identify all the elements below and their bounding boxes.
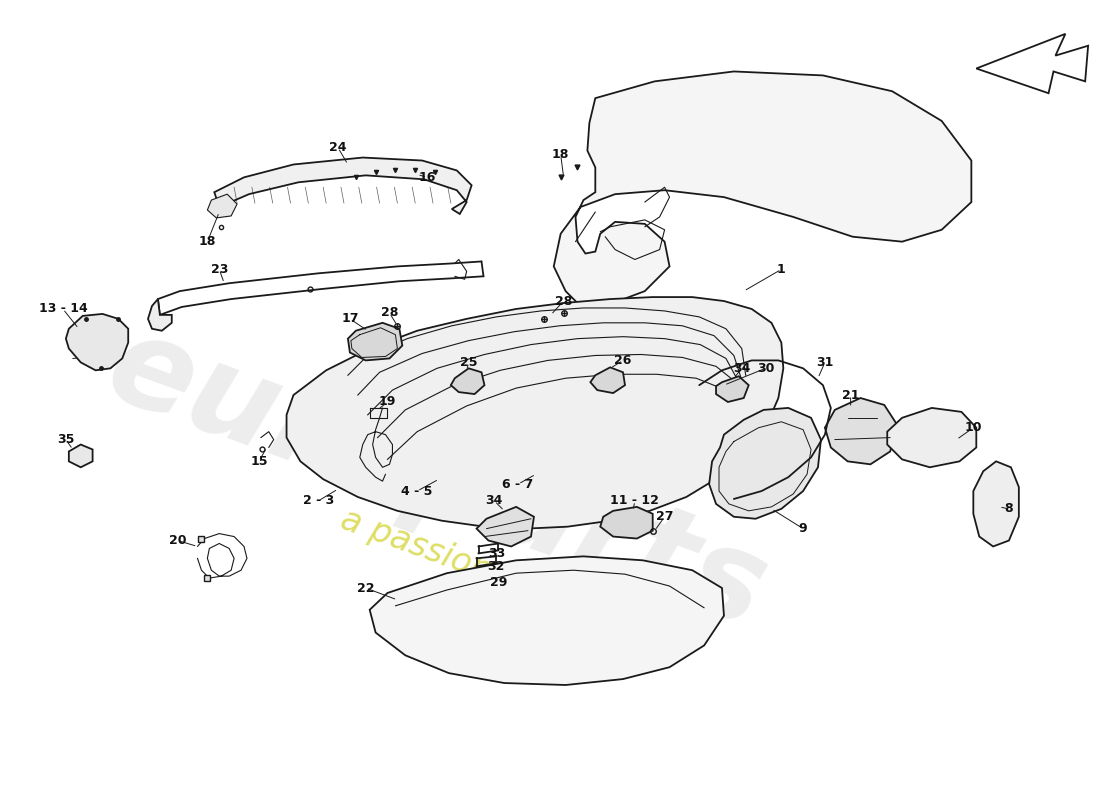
Polygon shape <box>451 368 484 394</box>
Text: 8: 8 <box>1004 502 1013 515</box>
Text: 4 - 5: 4 - 5 <box>402 485 433 498</box>
Polygon shape <box>348 323 403 361</box>
Polygon shape <box>214 158 472 214</box>
Text: 1: 1 <box>777 263 785 276</box>
Polygon shape <box>601 507 652 538</box>
Polygon shape <box>208 194 238 218</box>
Text: 26: 26 <box>614 354 631 367</box>
Text: 13 - 14: 13 - 14 <box>39 302 87 315</box>
Text: 6 - 7: 6 - 7 <box>503 478 534 490</box>
Text: 16: 16 <box>418 171 436 184</box>
Polygon shape <box>476 507 534 546</box>
Text: 23: 23 <box>210 263 228 276</box>
Text: 33: 33 <box>487 547 505 560</box>
Polygon shape <box>69 445 92 467</box>
Text: 28: 28 <box>556 294 572 307</box>
Text: 19: 19 <box>378 395 396 409</box>
Text: 18: 18 <box>552 148 570 161</box>
Polygon shape <box>716 376 749 402</box>
Polygon shape <box>148 299 172 330</box>
Text: europarts: europarts <box>91 304 782 654</box>
Text: 20: 20 <box>169 534 186 547</box>
Polygon shape <box>553 71 971 306</box>
Text: 15: 15 <box>250 455 267 468</box>
Text: 34: 34 <box>733 362 750 375</box>
Text: 28: 28 <box>381 306 398 319</box>
Text: 22: 22 <box>358 582 374 594</box>
Text: 2 - 3: 2 - 3 <box>302 494 333 507</box>
Text: a passion since 1985: a passion since 1985 <box>336 502 676 654</box>
Text: 29: 29 <box>490 575 507 589</box>
Text: 32: 32 <box>487 560 505 573</box>
Text: 11 - 12: 11 - 12 <box>610 494 659 507</box>
Text: 9: 9 <box>799 522 807 535</box>
Polygon shape <box>591 367 625 393</box>
Text: 21: 21 <box>842 389 859 402</box>
Polygon shape <box>974 462 1019 546</box>
Text: 24: 24 <box>329 141 346 154</box>
Text: 17: 17 <box>341 312 359 326</box>
Polygon shape <box>287 297 783 529</box>
Polygon shape <box>888 408 977 467</box>
Text: 35: 35 <box>57 433 75 446</box>
Text: 18: 18 <box>199 235 216 248</box>
Text: 31: 31 <box>816 356 834 369</box>
Text: 25: 25 <box>460 356 477 369</box>
Polygon shape <box>710 408 821 518</box>
Text: 27: 27 <box>656 510 673 523</box>
Polygon shape <box>66 314 129 370</box>
Polygon shape <box>977 34 1088 94</box>
Text: 30: 30 <box>757 362 774 375</box>
Polygon shape <box>825 398 898 464</box>
Text: 10: 10 <box>965 422 982 434</box>
Polygon shape <box>370 556 724 685</box>
Text: 34: 34 <box>486 494 503 507</box>
